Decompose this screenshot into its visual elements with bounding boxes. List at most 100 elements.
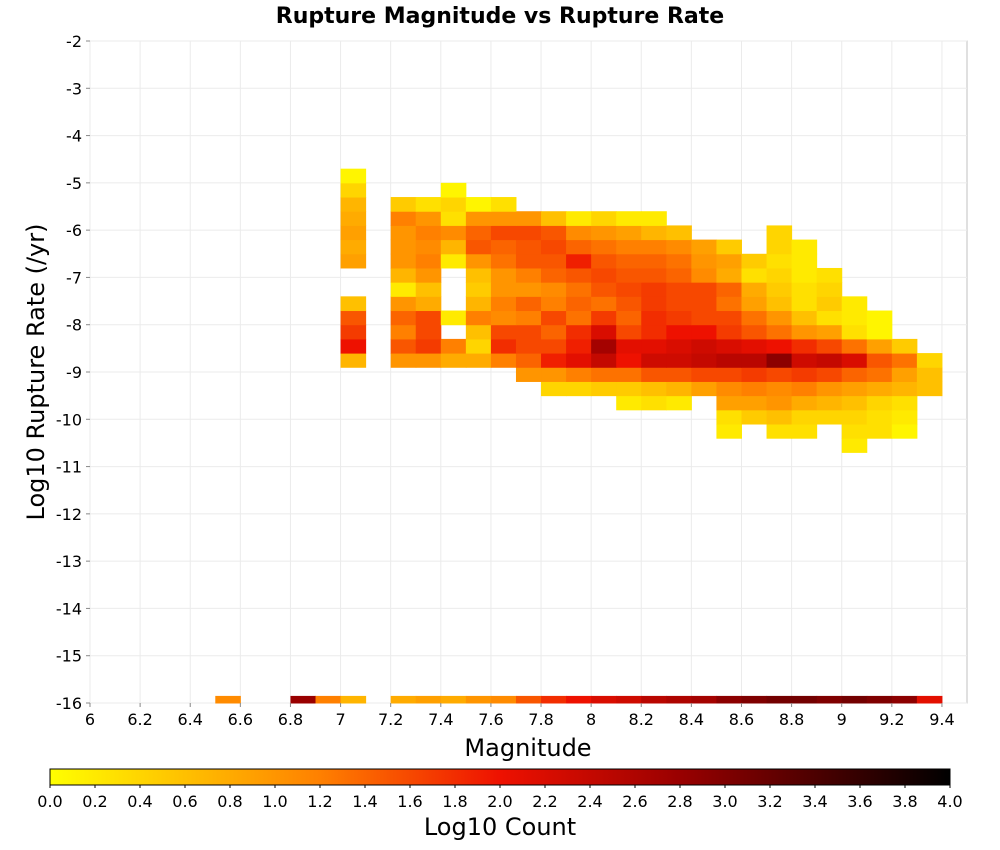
heatmap-cell [891, 409, 918, 425]
heatmap-cell [741, 324, 768, 340]
colorbar-tick-label: 0.4 [127, 792, 152, 811]
heatmap-cell [415, 225, 442, 241]
colorbar-tick-label: 1.2 [307, 792, 332, 811]
x-tick-label: 6.4 [178, 710, 203, 729]
heatmap-cell [741, 338, 768, 354]
heatmap-cell [616, 310, 642, 326]
heatmap-cell [891, 695, 918, 704]
heatmap-cell [816, 381, 843, 397]
heatmap-cell [691, 282, 717, 297]
heatmap-cell [591, 367, 617, 382]
heatmap-cell [766, 395, 793, 411]
heatmap-cell [891, 424, 918, 439]
heatmap-cell [891, 367, 918, 382]
heatmap-cell [541, 310, 567, 326]
heatmap-cell [515, 296, 542, 312]
heatmap-cell [766, 239, 793, 255]
heatmap-cell [791, 367, 818, 382]
y-tick-label: -13 [56, 552, 82, 571]
heatmap-cell [691, 367, 717, 382]
heatmap-cell [691, 296, 717, 312]
y-tick-label: -2 [66, 32, 82, 51]
heatmap-cell [691, 695, 717, 704]
heatmap-cell [390, 296, 417, 312]
heatmap-cell [515, 310, 542, 326]
heatmap-cell [816, 324, 843, 340]
heatmap-cell [716, 239, 742, 255]
colorbar-tick-label: 3.8 [892, 792, 917, 811]
heatmap-cell [641, 367, 667, 382]
x-tick-label: 6.6 [228, 710, 253, 729]
heatmap-cell [791, 338, 818, 354]
heatmap-cell [741, 695, 768, 704]
heatmap-cell [440, 695, 467, 704]
heatmap-cell [616, 225, 642, 241]
heatmap-cell [866, 395, 893, 411]
heatmap-cell [641, 324, 667, 340]
heatmap-cell [440, 211, 467, 226]
heatmap-cell [616, 367, 642, 382]
heatmap-cell [566, 695, 592, 704]
heatmap-cell [465, 324, 492, 340]
heatmap-cell [415, 310, 442, 326]
colorbar-tick-label: 4.0 [937, 792, 962, 811]
heatmap-cell [716, 367, 742, 382]
x-tick-label: 8.2 [629, 710, 654, 729]
heatmap-cell [541, 324, 567, 340]
heatmap-cell [916, 381, 943, 397]
heatmap-cell [541, 282, 567, 297]
heatmap-cell [490, 353, 517, 368]
heatmap-cell [440, 239, 467, 255]
heatmap-cell [490, 253, 517, 269]
heatmap-cell [716, 282, 742, 297]
heatmap-cell [541, 381, 567, 397]
heatmap-cell [841, 381, 868, 397]
heatmap-cell [791, 324, 818, 340]
heatmap-cell [390, 353, 417, 368]
heatmap-cell [515, 253, 542, 269]
heatmap-cell [566, 353, 592, 368]
heatmap-cell [541, 225, 567, 241]
heatmap-cell [741, 267, 768, 283]
colorbar-tick-label: 1.8 [442, 792, 467, 811]
heatmap-cell [566, 267, 592, 283]
heatmap-cell [641, 282, 667, 297]
heatmap-cell [641, 253, 667, 269]
heatmap-cell [741, 253, 768, 269]
heatmap-cell [766, 381, 793, 397]
heatmap-cell [415, 239, 442, 255]
x-tick-label: 9.2 [879, 710, 904, 729]
heatmap-cell [340, 197, 367, 212]
heatmap-cell [490, 338, 517, 354]
y-tick-label: -8 [66, 316, 82, 335]
heatmap-cell [490, 225, 517, 241]
heatmap-cell [716, 409, 742, 425]
heatmap-cell [591, 253, 617, 269]
heatmap-cell [591, 211, 617, 226]
heatmap-cell [340, 324, 367, 340]
heatmap-cell [515, 695, 542, 704]
heatmap-cell [816, 695, 843, 704]
heatmap-cell [816, 353, 843, 368]
chart-title: Rupture Magnitude vs Rupture Rate [276, 4, 724, 29]
heatmap-cell [465, 296, 492, 312]
x-tick-label: 9 [837, 710, 847, 729]
heatmap-cell [340, 225, 367, 241]
heatmap-cell [490, 296, 517, 312]
heatmap-cell [841, 695, 868, 704]
heatmap-cell [766, 225, 793, 241]
heatmap-cell [766, 324, 793, 340]
heatmap-cell [515, 367, 542, 382]
heatmap-cell [541, 211, 567, 226]
heatmap-cell [340, 182, 367, 198]
heatmap-cell [916, 695, 943, 704]
x-tick-label: 7 [335, 710, 345, 729]
heatmap-cell [641, 225, 667, 241]
heatmap-cell [766, 424, 793, 439]
heatmap-cell [641, 338, 667, 354]
heatmap-cell [415, 353, 442, 368]
heatmap-cell [866, 310, 893, 326]
heatmap-cell [691, 253, 717, 269]
colorbar-tick-label: 1.0 [262, 792, 287, 811]
heatmap-cell [390, 338, 417, 354]
